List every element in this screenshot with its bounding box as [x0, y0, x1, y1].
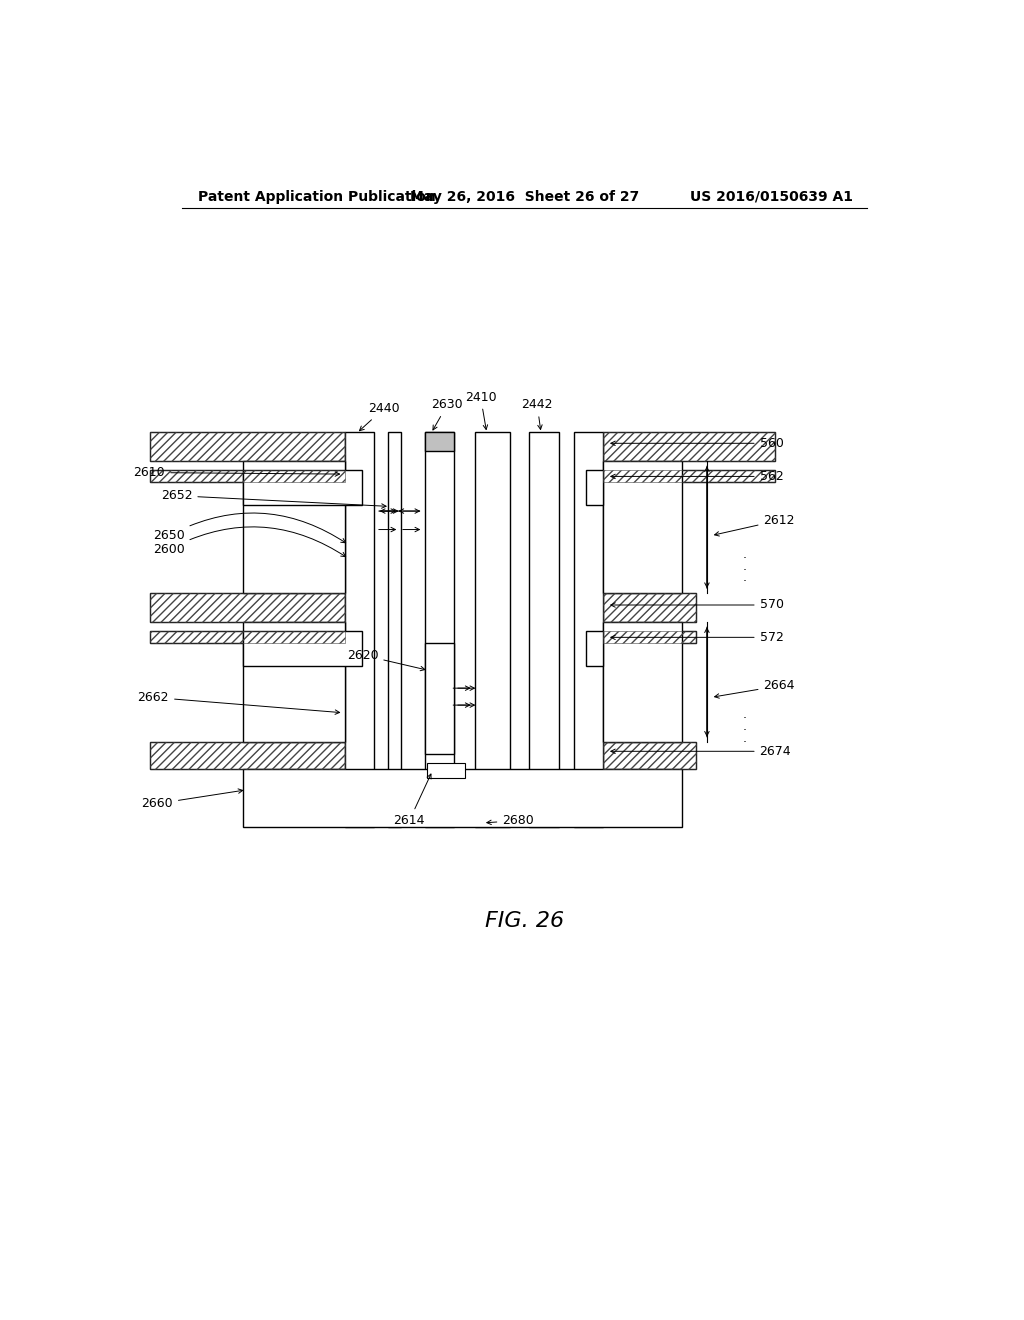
Bar: [150, 594, 345, 622]
Text: 560: 560: [611, 437, 783, 450]
Bar: [243, 631, 362, 665]
Text: 2674: 2674: [611, 744, 792, 758]
Bar: [427, 763, 465, 779]
Text: FIG. 26: FIG. 26: [485, 911, 564, 931]
Text: ·: ·: [742, 552, 746, 565]
Bar: [603, 432, 775, 461]
Text: 2660: 2660: [141, 789, 243, 810]
Bar: [425, 432, 454, 451]
Text: 2630: 2630: [431, 399, 463, 430]
Text: 2600: 2600: [153, 527, 346, 557]
Text: 2410: 2410: [465, 391, 497, 429]
Text: 2610: 2610: [133, 466, 340, 479]
Text: ·: ·: [742, 713, 746, 726]
Text: ·: ·: [742, 723, 746, 737]
Text: 2664: 2664: [715, 680, 795, 698]
Bar: [388, 432, 400, 826]
Text: 572: 572: [611, 631, 783, 644]
Bar: [243, 622, 345, 742]
Text: 2652: 2652: [161, 490, 386, 508]
Bar: [345, 432, 375, 826]
Bar: [603, 461, 682, 594]
Bar: [603, 594, 696, 622]
Bar: [603, 470, 775, 482]
Bar: [586, 470, 603, 506]
Text: ·: ·: [742, 564, 746, 577]
Bar: [425, 643, 454, 754]
Text: 2612: 2612: [715, 513, 795, 536]
Text: 562: 562: [611, 470, 783, 483]
Bar: [150, 470, 345, 482]
Bar: [425, 432, 454, 826]
Text: 2620: 2620: [347, 648, 425, 671]
Bar: [243, 461, 345, 594]
Bar: [243, 470, 362, 506]
Bar: [150, 742, 345, 770]
Bar: [150, 432, 345, 461]
Bar: [603, 432, 775, 461]
Bar: [603, 470, 775, 482]
Bar: [475, 432, 510, 826]
Bar: [529, 432, 559, 826]
Text: 570: 570: [611, 598, 783, 611]
Text: May 26, 2016  Sheet 26 of 27: May 26, 2016 Sheet 26 of 27: [411, 190, 639, 203]
Bar: [150, 470, 345, 482]
Bar: [603, 594, 696, 622]
Text: Patent Application Publication: Patent Application Publication: [198, 190, 435, 203]
Text: ·: ·: [742, 735, 746, 748]
Bar: [603, 742, 696, 770]
Bar: [603, 742, 696, 770]
Bar: [150, 631, 345, 643]
Text: 2614: 2614: [393, 774, 431, 828]
Bar: [150, 631, 345, 643]
Bar: [603, 622, 682, 742]
Text: 2662: 2662: [137, 690, 340, 714]
Text: 2442: 2442: [521, 399, 553, 429]
Text: 2440: 2440: [359, 403, 399, 430]
Bar: [150, 742, 345, 770]
Bar: [243, 770, 682, 826]
Bar: [603, 631, 696, 643]
Bar: [586, 631, 603, 665]
Bar: [574, 432, 603, 826]
Bar: [150, 432, 345, 461]
Text: 2650: 2650: [153, 513, 346, 543]
Text: ·: ·: [742, 576, 746, 589]
Bar: [150, 594, 345, 622]
Text: 2680: 2680: [486, 814, 535, 828]
Text: US 2016/0150639 A1: US 2016/0150639 A1: [689, 190, 853, 203]
Bar: [603, 631, 696, 643]
